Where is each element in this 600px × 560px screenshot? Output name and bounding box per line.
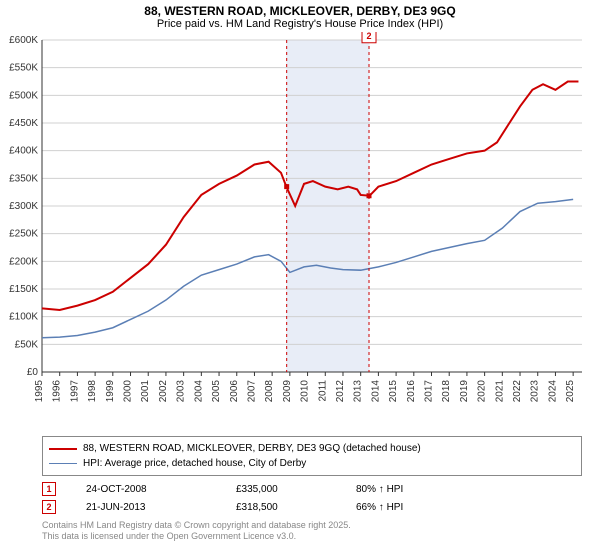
svg-text:£400K: £400K bbox=[9, 146, 38, 157]
sale-date: 21-JUN-2013 bbox=[86, 502, 236, 513]
chart-header: 88, WESTERN ROAD, MICKLEOVER, DERBY, DE3… bbox=[0, 0, 600, 32]
svg-text:£550K: £550K bbox=[9, 63, 38, 74]
svg-text:2022: 2022 bbox=[512, 380, 523, 403]
legend-item: HPI: Average price, detached house, City… bbox=[49, 456, 575, 471]
svg-text:2008: 2008 bbox=[264, 380, 275, 403]
sale-pct: 80% ↑ HPI bbox=[356, 484, 476, 495]
svg-text:2014: 2014 bbox=[370, 380, 381, 403]
svg-text:2003: 2003 bbox=[176, 380, 187, 403]
svg-text:2: 2 bbox=[367, 32, 372, 41]
svg-text:2018: 2018 bbox=[441, 380, 452, 403]
svg-text:£0: £0 bbox=[27, 367, 39, 378]
svg-text:£450K: £450K bbox=[9, 118, 38, 129]
svg-text:£600K: £600K bbox=[9, 35, 38, 46]
legend-label: 88, WESTERN ROAD, MICKLEOVER, DERBY, DE3… bbox=[83, 443, 421, 454]
svg-text:2023: 2023 bbox=[530, 380, 541, 403]
svg-text:£100K: £100K bbox=[9, 312, 38, 323]
svg-text:2025: 2025 bbox=[565, 380, 576, 403]
sales-table: 1 24-OCT-2008£335,00080% ↑ HPI 2 21-JUN-201… bbox=[42, 480, 582, 516]
svg-text:£50K: £50K bbox=[15, 339, 39, 350]
svg-text:£500K: £500K bbox=[9, 90, 38, 101]
svg-text:£350K: £350K bbox=[9, 173, 38, 184]
svg-text:2024: 2024 bbox=[547, 380, 558, 403]
svg-text:2000: 2000 bbox=[123, 380, 134, 403]
legend-swatch bbox=[49, 463, 77, 464]
svg-text:2020: 2020 bbox=[477, 380, 488, 403]
sale-price: £335,000 bbox=[236, 484, 356, 495]
svg-text:2011: 2011 bbox=[317, 380, 328, 402]
svg-text:2001: 2001 bbox=[140, 380, 151, 403]
sale-price: £318,500 bbox=[236, 502, 356, 513]
chart-title: 88, WESTERN ROAD, MICKLEOVER, DERBY, DE3… bbox=[0, 4, 600, 18]
legend-swatch bbox=[49, 448, 77, 450]
svg-text:2013: 2013 bbox=[353, 380, 364, 403]
svg-text:1998: 1998 bbox=[87, 380, 98, 403]
svg-text:£300K: £300K bbox=[9, 201, 38, 212]
sale-pct: 66% ↑ HPI bbox=[356, 502, 476, 513]
sale-marker: 1 bbox=[42, 482, 56, 496]
svg-text:2012: 2012 bbox=[335, 380, 346, 403]
svg-text:2006: 2006 bbox=[229, 380, 240, 403]
svg-text:£250K: £250K bbox=[9, 229, 38, 240]
svg-text:1995: 1995 bbox=[34, 380, 45, 403]
svg-text:1997: 1997 bbox=[69, 380, 80, 403]
svg-text:2021: 2021 bbox=[494, 380, 505, 403]
legend-label: HPI: Average price, detached house, City… bbox=[83, 458, 306, 469]
svg-text:2016: 2016 bbox=[406, 380, 417, 403]
svg-text:2007: 2007 bbox=[246, 380, 257, 403]
svg-text:2015: 2015 bbox=[388, 380, 399, 403]
svg-text:2004: 2004 bbox=[193, 380, 204, 403]
svg-text:2019: 2019 bbox=[459, 380, 470, 403]
svg-text:1999: 1999 bbox=[105, 380, 116, 403]
svg-text:£200K: £200K bbox=[9, 256, 38, 267]
footer-line2: This data is licensed under the Open Gov… bbox=[42, 531, 582, 542]
svg-text:2002: 2002 bbox=[158, 380, 169, 403]
chart-subtitle: Price paid vs. HM Land Registry's House … bbox=[0, 18, 600, 30]
sale-row: 2 21-JUN-2013£318,50066% ↑ HPI bbox=[42, 498, 582, 516]
sale-row: 1 24-OCT-2008£335,00080% ↑ HPI bbox=[42, 480, 582, 498]
chart-area: £0 £50K £100K £150K £200K £250K £300K £350K £400… bbox=[0, 32, 600, 432]
footer-line1: Contains HM Land Registry data © Crown c… bbox=[42, 520, 582, 531]
svg-text:2009: 2009 bbox=[282, 380, 293, 403]
svg-text:2005: 2005 bbox=[211, 380, 222, 403]
legend: 88, WESTERN ROAD, MICKLEOVER, DERBY, DE3… bbox=[42, 436, 582, 476]
sale-marker: 2 bbox=[42, 500, 56, 514]
sale-date: 24-OCT-2008 bbox=[86, 484, 236, 495]
svg-text:1996: 1996 bbox=[52, 380, 63, 403]
legend-item: 88, WESTERN ROAD, MICKLEOVER, DERBY, DE3… bbox=[49, 441, 575, 456]
chart-svg: £0 £50K £100K £150K £200K £250K £300K £350K £400… bbox=[0, 32, 600, 432]
footer-attribution: Contains HM Land Registry data © Crown c… bbox=[42, 520, 582, 542]
svg-text:2010: 2010 bbox=[300, 380, 311, 403]
svg-text:£150K: £150K bbox=[9, 284, 38, 295]
svg-text:2017: 2017 bbox=[424, 380, 435, 403]
